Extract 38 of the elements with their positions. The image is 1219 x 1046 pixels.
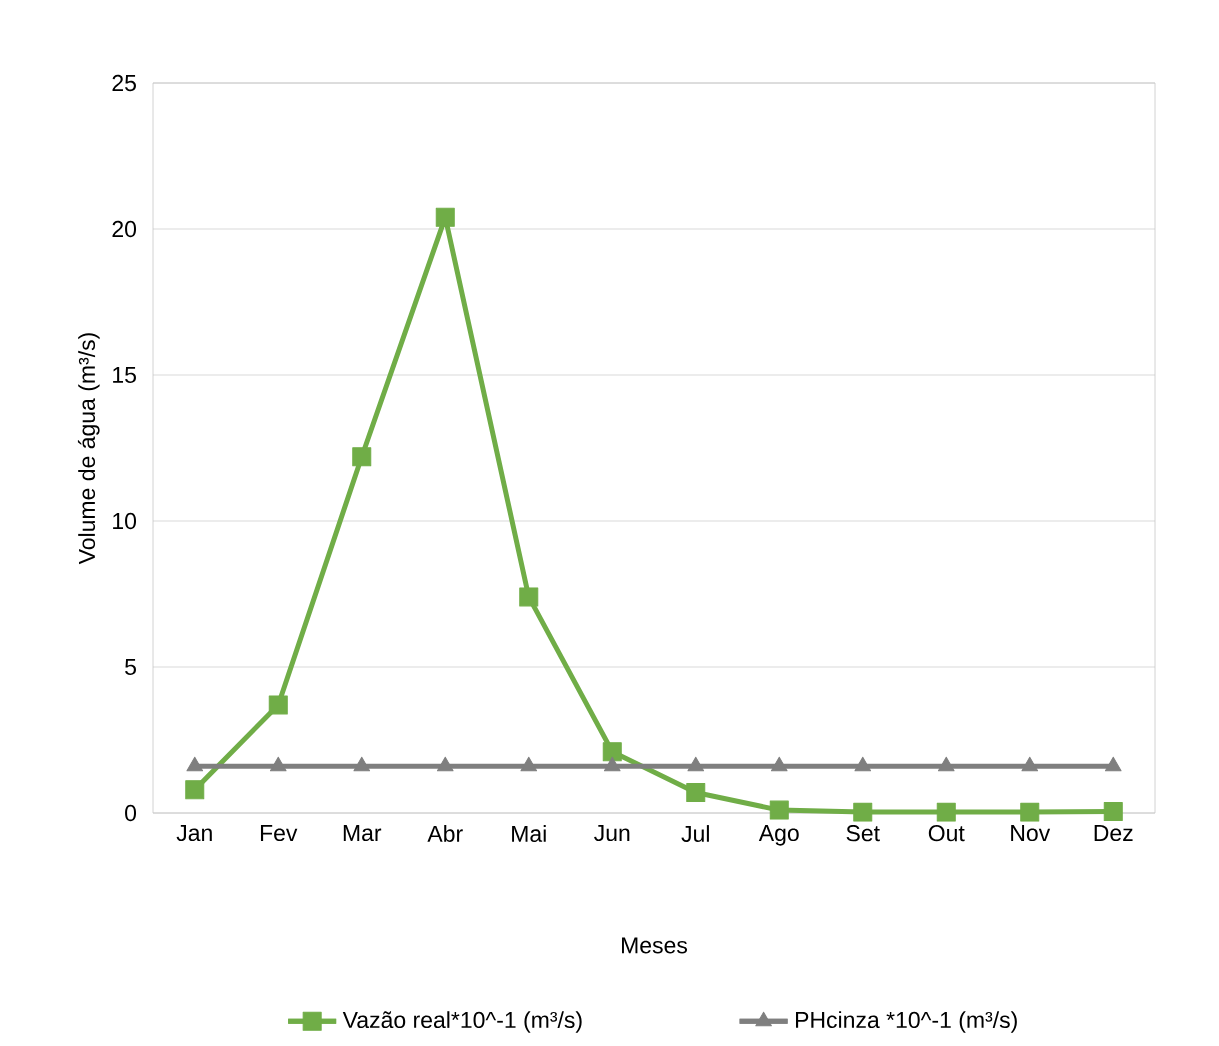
x-tick-label: Set xyxy=(846,825,880,842)
point xyxy=(268,695,288,715)
point xyxy=(186,756,204,772)
x-tick-label: Fev xyxy=(260,825,298,842)
point xyxy=(269,756,287,772)
point xyxy=(520,756,538,772)
point xyxy=(352,447,372,467)
x-tick-label: Mar xyxy=(343,825,382,842)
x-axis-title: Meses xyxy=(622,937,688,954)
legend-label: Vazão real*10^-1 (m³/s) xyxy=(342,1011,582,1033)
y-tick-label: 20 xyxy=(112,220,137,238)
y-tick-label: 15 xyxy=(113,366,136,384)
point xyxy=(435,207,455,227)
point xyxy=(1021,756,1039,772)
point xyxy=(770,756,788,772)
x-tick-label: Nov xyxy=(1011,825,1051,842)
legend-label: PHcinza *10^-1 (m³/s) xyxy=(795,1011,1017,1033)
point xyxy=(1104,756,1122,772)
y-axis-title: Volume de água (m³/s) xyxy=(77,333,100,565)
x-tick-label: Ago xyxy=(758,825,799,846)
point xyxy=(353,756,371,772)
point xyxy=(519,587,539,607)
x-tick-label: Jul xyxy=(681,825,709,842)
x-tick-label: Out xyxy=(928,825,965,842)
point xyxy=(937,756,955,772)
point xyxy=(436,756,454,772)
x-tick-label: Mai xyxy=(512,825,546,842)
x-tick-label: Jun xyxy=(594,825,630,842)
x-tick-label: Dez xyxy=(1094,825,1133,842)
x-tick-label: Abr xyxy=(427,825,463,842)
y-tick-label: 25 xyxy=(112,74,136,92)
y-tick-label: 0 xyxy=(125,804,137,822)
point xyxy=(687,756,705,772)
point xyxy=(603,756,621,772)
y-tick-label: 10 xyxy=(113,512,137,530)
y-tick-label: 5 xyxy=(125,658,136,676)
x-tick-label: Jan xyxy=(176,825,212,842)
point xyxy=(854,756,872,772)
